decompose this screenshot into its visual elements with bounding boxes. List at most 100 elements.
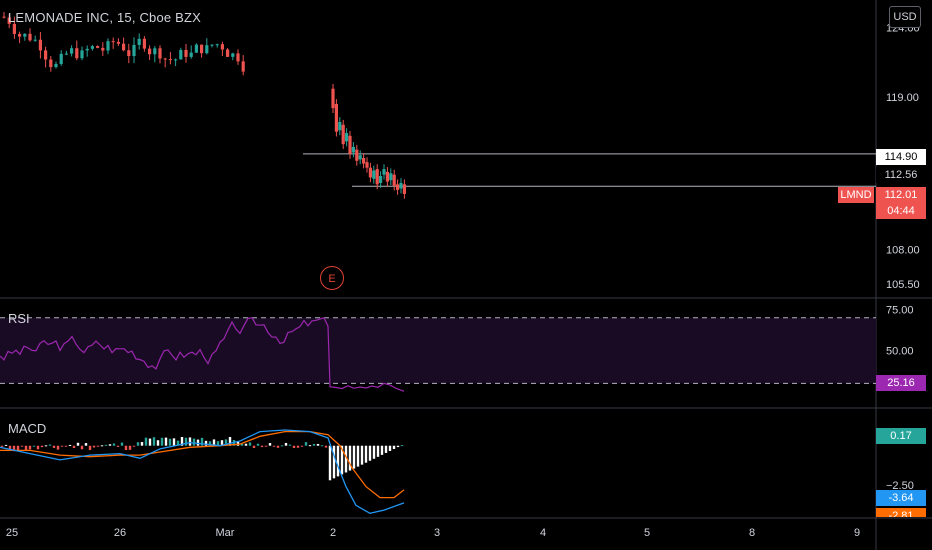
macd-histogram-bar xyxy=(368,445,372,461)
macd-histogram-bar xyxy=(320,445,324,447)
macd-histogram-bar xyxy=(376,445,380,457)
candle-body xyxy=(365,162,369,168)
macd-histogram-bar xyxy=(236,441,240,446)
macd-histogram-bar xyxy=(328,445,332,481)
macd-histogram-bar xyxy=(44,445,48,447)
candle-body xyxy=(334,103,338,132)
candle-body xyxy=(231,53,235,57)
macd-histogram-bar xyxy=(352,445,356,469)
macd-histogram-bar xyxy=(8,445,12,450)
macd-histogram-bar xyxy=(288,444,292,446)
candle-body xyxy=(184,49,188,57)
macd-histogram-bar xyxy=(332,445,336,479)
candle-body xyxy=(358,155,362,160)
macd-histogram-bar xyxy=(196,439,200,446)
macd-histogram-bar xyxy=(28,445,32,450)
candle-body xyxy=(200,44,204,54)
candle-body xyxy=(382,169,386,175)
macd-histogram-bar xyxy=(304,442,308,446)
time-tick-label: 25 xyxy=(6,527,18,539)
candle-body xyxy=(241,61,245,72)
candle-body xyxy=(80,50,84,59)
macd-histogram-bar xyxy=(268,443,272,446)
candle-body xyxy=(122,43,126,51)
candle-body xyxy=(348,135,352,154)
macd-histogram-bar xyxy=(4,444,8,446)
macd-histogram-bar xyxy=(140,442,144,446)
candle-body xyxy=(226,49,230,57)
macd-histogram-bar xyxy=(220,440,224,446)
macd-histogram-bar xyxy=(156,440,160,446)
signal-line-tag: -2.81 xyxy=(876,508,926,517)
candle-body xyxy=(101,47,105,51)
macd-histogram-bar xyxy=(356,445,360,467)
macd-histogram-bar xyxy=(56,445,60,450)
candle-body xyxy=(18,33,22,37)
macd-histogram-bar xyxy=(284,442,288,446)
macd-histogram-bar xyxy=(104,444,108,446)
candle-body xyxy=(362,158,366,164)
price-tick-label: 108.00 xyxy=(886,244,920,256)
macd-histogram-bar xyxy=(344,445,348,473)
candle-body xyxy=(372,170,376,179)
macd-histogram-bar xyxy=(40,445,44,448)
candle-body xyxy=(85,48,89,51)
macd-histogram-bar xyxy=(132,445,136,447)
time-tick-label: 4 xyxy=(540,527,546,539)
candle-body xyxy=(38,39,42,51)
candle-body xyxy=(7,17,11,24)
time-tick-label: 2 xyxy=(330,527,336,539)
chart-title: LEMONADE INC, 15, Cboe BZX xyxy=(8,10,202,25)
macd-histogram-bar xyxy=(100,445,104,447)
candle-body xyxy=(385,171,389,182)
macd-line xyxy=(0,429,405,514)
macd-histogram-bar xyxy=(188,437,192,446)
earnings-marker[interactable]: E xyxy=(320,266,344,290)
candle-body xyxy=(375,169,379,185)
macd-histogram-bar xyxy=(252,445,256,449)
rsi-value-tag: 25.16 xyxy=(876,375,926,391)
macd-histogram-bar xyxy=(224,439,228,446)
candle-body xyxy=(179,49,183,60)
candle-body xyxy=(127,50,131,57)
macd-histogram-bar xyxy=(316,443,320,446)
macd-histogram-bar xyxy=(308,445,312,447)
candle-body xyxy=(174,59,178,61)
candle-body xyxy=(168,59,172,61)
macd-histogram-bar xyxy=(176,440,180,446)
macd-histogram-bar xyxy=(292,445,296,449)
macd-hist-tag: 0.17 xyxy=(876,428,926,444)
macd-histogram-bar xyxy=(312,443,316,446)
candle-body xyxy=(54,63,58,68)
candle-body xyxy=(2,16,6,18)
rsi-pane-title: RSI xyxy=(8,311,30,326)
macd-histogram-bar xyxy=(360,445,364,465)
candle-body xyxy=(210,44,214,46)
macd-histogram-bar xyxy=(64,445,68,447)
candle-body xyxy=(355,149,359,161)
macd-histogram-bar xyxy=(400,445,404,447)
macd-pane-title: MACD xyxy=(8,421,47,436)
macd-histogram-bar xyxy=(276,445,280,448)
macd-histogram-bar xyxy=(272,445,276,447)
candle-body xyxy=(59,53,63,64)
macd-histogram-bar xyxy=(264,445,268,447)
candle-body xyxy=(28,33,32,41)
candle-body xyxy=(236,53,240,62)
macd-histogram-bar xyxy=(248,442,252,446)
time-tick-label: 9 xyxy=(854,527,860,539)
candle-body xyxy=(338,121,342,131)
candle-body xyxy=(137,38,141,45)
macd-histogram-bar xyxy=(244,443,248,446)
macd-histogram-bar xyxy=(96,445,100,447)
candle-body xyxy=(351,146,355,153)
macd-histogram-bar xyxy=(52,445,56,448)
currency-button[interactable]: USD xyxy=(889,6,921,28)
macd-histogram-bar xyxy=(120,442,124,446)
candle-body xyxy=(215,44,219,46)
candle-body xyxy=(44,50,48,60)
candle-body xyxy=(189,52,193,57)
macd-histogram-bar xyxy=(184,437,188,446)
price-tick-label: 105.50 xyxy=(886,279,920,291)
